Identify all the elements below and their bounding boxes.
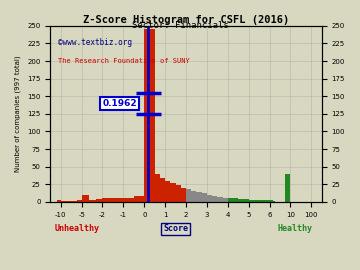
Bar	[134, 196, 144, 202]
Bar	[113, 198, 123, 202]
Bar	[95, 199, 103, 202]
Bar	[285, 174, 291, 202]
Title: Z-Score Histogram for CSFL (2016): Z-Score Histogram for CSFL (2016)	[83, 15, 289, 25]
Bar	[259, 200, 264, 202]
Bar	[186, 189, 191, 202]
Bar	[82, 195, 89, 202]
Bar	[270, 200, 271, 202]
Bar	[89, 200, 95, 202]
Text: Unhealthy: Unhealthy	[55, 224, 100, 234]
Bar	[160, 178, 165, 202]
Bar	[165, 181, 170, 202]
Text: Healthy: Healthy	[278, 224, 312, 234]
Text: 0.1962: 0.1962	[102, 99, 137, 108]
Text: ©www.textbiz.org: ©www.textbiz.org	[58, 38, 132, 47]
Bar	[144, 29, 149, 202]
Bar	[233, 198, 238, 202]
Bar	[264, 200, 270, 202]
Bar	[123, 198, 134, 202]
Text: Score: Score	[163, 224, 188, 234]
Bar	[61, 201, 65, 202]
Bar	[202, 193, 207, 202]
Bar	[249, 200, 254, 202]
Bar	[212, 195, 217, 202]
Bar	[254, 200, 259, 202]
Bar	[77, 200, 82, 202]
Bar	[217, 197, 222, 202]
Bar	[271, 200, 272, 202]
Bar	[222, 198, 228, 202]
Bar	[73, 201, 77, 202]
Bar	[228, 198, 233, 202]
Bar	[243, 199, 249, 202]
Bar	[274, 201, 275, 202]
Bar	[69, 201, 73, 202]
Bar	[155, 174, 160, 202]
Bar	[207, 195, 212, 202]
Bar	[103, 198, 113, 202]
Bar	[181, 188, 186, 202]
Text: The Research Foundation of SUNY: The Research Foundation of SUNY	[58, 58, 190, 64]
Y-axis label: Number of companies (997 total): Number of companies (997 total)	[15, 56, 22, 172]
Bar	[197, 192, 202, 202]
Text: Sector: Financials: Sector: Financials	[132, 21, 228, 30]
Bar	[170, 183, 176, 202]
Bar	[57, 200, 61, 202]
Bar	[176, 185, 181, 202]
Bar	[272, 200, 274, 202]
Bar	[149, 29, 155, 202]
Bar	[191, 191, 197, 202]
Bar	[65, 201, 69, 202]
Bar	[238, 199, 243, 202]
